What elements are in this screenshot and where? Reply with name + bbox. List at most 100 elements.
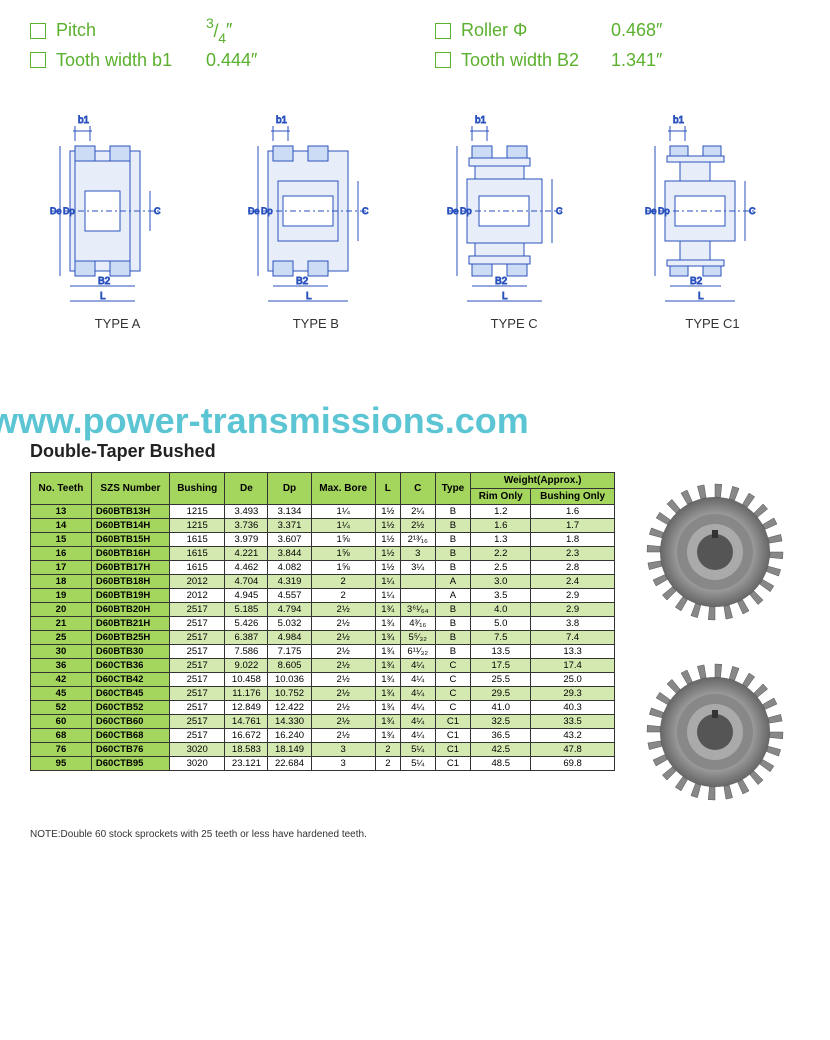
table-cell: 12.849 — [225, 700, 268, 714]
table-cell: 1¾ — [375, 728, 400, 742]
table-cell: D60BTB16H — [91, 546, 169, 560]
table-row: 42D60CTB42251710.45810.0362½1¾4¼C25.525.… — [31, 672, 615, 686]
sprocket-photo-1 — [635, 472, 795, 637]
table-cell: 17.4 — [531, 658, 615, 672]
table-row: 18D60BTB18H20124.7044.31921¼A3.02.4 — [31, 574, 615, 588]
table-cell: 2¼ — [400, 504, 435, 518]
table-cell: 16.240 — [268, 728, 311, 742]
table-cell: 40.3 — [531, 700, 615, 714]
table-row: 95D60CTB95302023.12122.684325¼C148.569.8 — [31, 756, 615, 770]
table-cell: C1 — [435, 714, 471, 728]
table-cell: 95 — [31, 756, 92, 770]
table-cell: 36 — [31, 658, 92, 672]
table-cell: B — [435, 518, 471, 532]
table-cell: 32.5 — [471, 714, 531, 728]
table-cell: 1¾ — [375, 700, 400, 714]
th-szs: SZS Number — [91, 472, 169, 504]
table-cell: D60CTB42 — [91, 672, 169, 686]
table-cell: 1½ — [375, 532, 400, 546]
th-rim: Rim Only — [471, 488, 531, 504]
svg-text:L: L — [698, 291, 704, 302]
table-cell: 2 — [375, 756, 400, 770]
table-cell: 13.5 — [471, 644, 531, 658]
table-cell: A — [435, 574, 471, 588]
table-cell: 3.607 — [268, 532, 311, 546]
table-cell: 30 — [31, 644, 92, 658]
table-cell: 1¼ — [375, 588, 400, 602]
th-c: C — [400, 472, 435, 504]
table-cell: 4.082 — [268, 560, 311, 574]
checkbox-icon — [30, 23, 46, 39]
specs-grid: Pitch 3/4″ Roller Φ 0.468″ Tooth width b… — [30, 20, 800, 71]
table-cell: 2.9 — [531, 588, 615, 602]
table-cell: 1¼ — [311, 518, 375, 532]
table-cell: C1 — [435, 756, 471, 770]
table-cell: 9.022 — [225, 658, 268, 672]
diagrams-row: b1 De Dp B2 L C TYPE A — [30, 111, 800, 331]
table-cell: 1.7 — [531, 518, 615, 532]
diagram-type-c: b1 De Dp B2 L C TYPE C — [427, 111, 602, 331]
table-cell: 1615 — [169, 532, 224, 546]
table-cell: 3.5 — [471, 588, 531, 602]
sprocket-photo-2 — [635, 652, 795, 817]
svg-text:b1: b1 — [78, 115, 90, 126]
table-cell: 1¾ — [375, 630, 400, 644]
table-cell: 4.557 — [268, 588, 311, 602]
table-cell: C1 — [435, 728, 471, 742]
table-cell: 3.371 — [268, 518, 311, 532]
sprocket-diagram-icon: b1 De Dp B2 L C — [625, 111, 800, 311]
table-cell: 2½ — [311, 714, 375, 728]
checkbox-icon — [30, 52, 46, 68]
table-cell: 18.149 — [268, 742, 311, 756]
table-cell: 16 — [31, 546, 92, 560]
table-row: 14D60BTB14H12153.7363.3711¼1½2½B1.61.7 — [31, 518, 615, 532]
table-cell: 10.752 — [268, 686, 311, 700]
table-cell: 4.704 — [225, 574, 268, 588]
table-cell: 2517 — [169, 602, 224, 616]
svg-text:b1: b1 — [475, 115, 487, 126]
table-cell: 2517 — [169, 686, 224, 700]
table-cell: 6¹¹⁄₃₂ — [400, 644, 435, 658]
table-cell: 10.458 — [225, 672, 268, 686]
table-section: No. Teeth SZS Number Bushing De Dp Max. … — [30, 472, 800, 817]
spec-value: 1.341″ — [611, 50, 662, 71]
table-title: Double-Taper Bushed — [30, 441, 800, 462]
svg-text:L: L — [100, 291, 106, 302]
table-cell: 1⅝ — [311, 546, 375, 560]
table-cell: D60CTB68 — [91, 728, 169, 742]
table-cell: 2½ — [400, 518, 435, 532]
table-row: 21D60BTB21H25175.4265.0322½1¾4³⁄₁₆B5.03.… — [31, 616, 615, 630]
table-cell: 4.221 — [225, 546, 268, 560]
table-cell: C1 — [435, 742, 471, 756]
table-cell: A — [435, 588, 471, 602]
th-type: Type — [435, 472, 471, 504]
table-cell: 68 — [31, 728, 92, 742]
table-row: 76D60CTB76302018.58318.149325¼C142.547.8 — [31, 742, 615, 756]
table-cell: 3.134 — [268, 504, 311, 518]
table-cell: D60CTB36 — [91, 658, 169, 672]
table-cell: 42 — [31, 672, 92, 686]
table-row: 20D60BTB20H25175.1854.7942½1¾3⁶¹⁄₆₄B4.02… — [31, 602, 615, 616]
table-cell: 5.185 — [225, 602, 268, 616]
table-cell: 2 — [311, 588, 375, 602]
table-cell: 2.5 — [471, 560, 531, 574]
table-cell: 2¹³⁄₁₆ — [400, 532, 435, 546]
table-row: 16D60BTB16H16154.2213.8441⅝1½3B2.22.3 — [31, 546, 615, 560]
table-cell: 3⁶¹⁄₆₄ — [400, 602, 435, 616]
table-cell: D60BTB15H — [91, 532, 169, 546]
table-cell: 52 — [31, 700, 92, 714]
table-cell: 1½ — [375, 546, 400, 560]
table-row: 45D60CTB45251711.17610.7522½1¾4¼C29.529.… — [31, 686, 615, 700]
table-cell: 2517 — [169, 644, 224, 658]
table-cell: 1215 — [169, 518, 224, 532]
table-cell: 17 — [31, 560, 92, 574]
table-cell: 2½ — [311, 672, 375, 686]
table-cell: 22.684 — [268, 756, 311, 770]
table-cell: 3020 — [169, 756, 224, 770]
table-cell: 1½ — [375, 504, 400, 518]
table-cell: B — [435, 644, 471, 658]
table-cell: 14.761 — [225, 714, 268, 728]
table-cell: 2517 — [169, 616, 224, 630]
table-cell: 18.583 — [225, 742, 268, 756]
table-cell: 48.5 — [471, 756, 531, 770]
